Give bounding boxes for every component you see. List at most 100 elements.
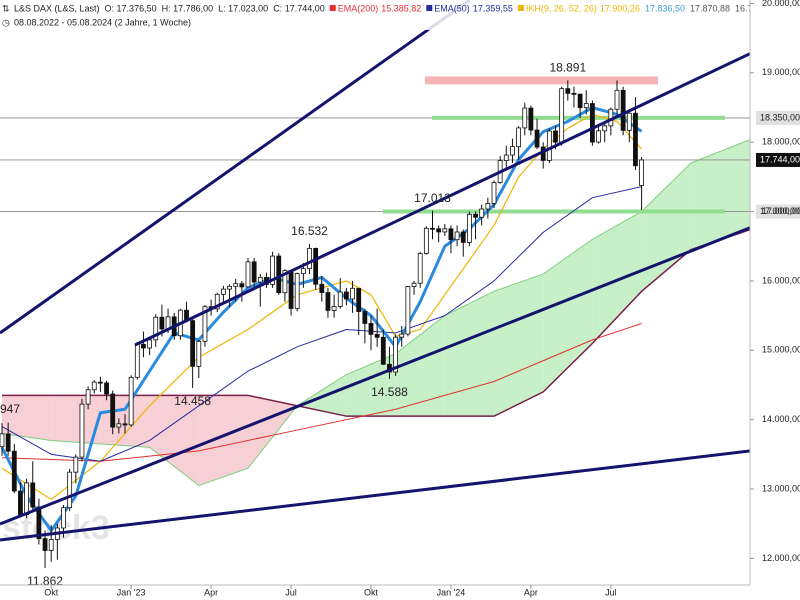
x-tick-label: Okt (364, 587, 379, 597)
candle-body (633, 112, 638, 167)
x-tick-label: Jul (605, 587, 617, 597)
header-bg (0, 0, 750, 30)
candle-body (48, 539, 54, 551)
header-text: L: 17.023,00 (218, 3, 268, 13)
candle-body (343, 291, 349, 300)
candle-body (85, 389, 91, 405)
cloud-segment (494, 273, 544, 417)
candle-body (405, 286, 411, 335)
candle-body (313, 247, 319, 285)
candle-body (503, 154, 509, 161)
candle-body (454, 231, 460, 241)
candle-body (583, 103, 589, 109)
candle-body (325, 292, 331, 311)
candle-body (91, 381, 97, 391)
candle-body (626, 112, 632, 131)
candle-body (245, 261, 251, 288)
cloud-segment (248, 395, 298, 469)
price-label: 17.744,00 (760, 154, 800, 164)
price-label-box (756, 204, 800, 219)
header-text: L&S DAX (L&S, Last) (14, 3, 100, 13)
annotation: 17.013 (414, 191, 451, 205)
candle-body (423, 227, 429, 254)
cloud-segment (149, 395, 199, 486)
legend-swatch (517, 5, 524, 11)
candle-body (0, 433, 5, 448)
candle-body (36, 506, 42, 540)
candle-body (270, 255, 276, 285)
y-axis: 18.350,00 17.744,00 17.000,00 Okt Jan '23 Apr… (44, 0, 800, 597)
cloud-segment (690, 138, 753, 250)
trend-line (0, 443, 800, 542)
cloud-line (1, 138, 753, 487)
annotation: 16.532 (291, 224, 328, 238)
candle-body (288, 270, 294, 309)
candle-body (257, 276, 263, 283)
candle-body (18, 490, 23, 516)
x-tick-label: Apr (524, 587, 538, 597)
candle-body (122, 423, 128, 426)
candle-body (42, 538, 48, 551)
candle-body (460, 231, 466, 243)
candle-body (466, 213, 472, 243)
candle-body (220, 288, 226, 295)
candle-body (79, 403, 85, 458)
candle-body (141, 343, 146, 349)
candle-body (639, 159, 644, 186)
candle-body (356, 287, 362, 312)
trend-line (134, 28, 800, 347)
header-text: 17.359,55 (473, 3, 513, 13)
y-tick-label: 17.000,00 (762, 206, 800, 216)
trend-line (0, 206, 800, 526)
candle-body (368, 323, 374, 335)
y-tick-label: 20.000,00 (762, 0, 800, 8)
candle-body (393, 336, 399, 373)
candle-body (417, 252, 423, 284)
trend-lines (0, 0, 800, 542)
candle-body (300, 268, 306, 274)
subtitle: 08.08.2022 - 05.08.2024 (2 Jahre, 1 Woch… (14, 17, 191, 27)
candle-body (546, 130, 552, 161)
cloud-segment (198, 395, 248, 486)
candle-body (190, 320, 196, 367)
candle-body (374, 333, 380, 338)
trend-line (0, 0, 471, 335)
candle-body (350, 287, 355, 300)
x-tick-label: Okt (44, 587, 59, 597)
price-label: 17.000,00 (760, 206, 800, 216)
resistance-zone (425, 76, 658, 85)
indicator-line (1, 186, 642, 462)
candle-body (67, 471, 73, 509)
candle-body (596, 130, 601, 143)
legend-swatch (329, 5, 336, 11)
candle-body (5, 433, 11, 452)
candle-body (448, 228, 454, 241)
cloud-segment (592, 211, 642, 344)
candle-body (590, 103, 595, 143)
candle-body (528, 107, 534, 131)
annotation: 947 (0, 402, 20, 416)
cloud-segment (543, 239, 593, 392)
y-tick-label: 14.000,00 (762, 414, 800, 424)
candle-body (510, 146, 515, 156)
header-text: EMA(50) (434, 3, 470, 13)
candle-body (473, 213, 478, 218)
candle-body (147, 339, 153, 349)
candle-body (442, 228, 448, 233)
candle-body (116, 423, 122, 428)
candle-body (239, 283, 245, 288)
header-text: EMA(200) (338, 3, 379, 13)
candle-body (602, 125, 608, 132)
x-tick-label: Jul (285, 587, 297, 597)
candle-body (491, 182, 497, 204)
header-text: C: 17.744,00 (273, 3, 325, 13)
annotation: 11.862 (27, 574, 63, 588)
candle-body (411, 282, 417, 287)
candle-body (307, 247, 312, 270)
cloud-segment (395, 315, 445, 417)
candle-body (276, 255, 282, 294)
cloud-line (2, 228, 753, 417)
candle-body (214, 293, 220, 310)
header-text: O: 17.376,50 (105, 3, 157, 13)
candle-body (233, 283, 239, 287)
